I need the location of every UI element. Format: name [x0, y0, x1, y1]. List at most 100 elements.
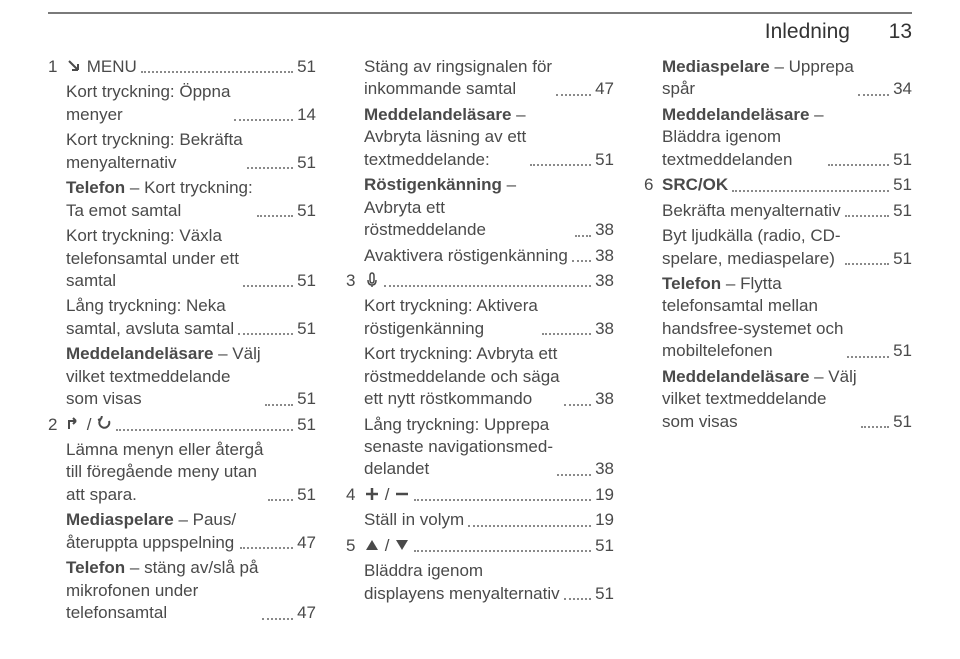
entry-bold-prefix: Meddelandeläsare	[662, 367, 809, 386]
toc-column: Mediaspelare – Upprepaspår 34 Meddelandelä…	[644, 56, 912, 643]
toc-entry: Kort tryckning: Bekräftamenyalternativ 51	[48, 129, 316, 174]
entry-page: 51	[595, 583, 614, 605]
undo-icon	[96, 415, 112, 434]
page-number: 13	[889, 20, 912, 44]
entry-text: Kort tryckning: Bekräftamenyalternativ	[66, 129, 243, 174]
entry-bold-prefix: Mediaspelare	[66, 510, 174, 529]
entry-number: 2	[48, 414, 66, 436]
toc-entry: Telefon – Kort tryckning:Ta emot samtal5…	[48, 177, 316, 222]
entry-page: 51	[893, 149, 912, 171]
entry-text: Mediaspelare – Paus/återuppta uppspelnin…	[66, 509, 236, 554]
entry-text: Meddelandeläsare –Avbryta läsning av ett…	[364, 104, 526, 171]
entry-page: 14	[297, 104, 316, 126]
toc-entry: Kort tryckning: Växlatelefonsamtal under…	[48, 225, 316, 292]
entry-number: 3	[346, 270, 364, 292]
entry-page: 51	[297, 388, 316, 410]
toc-column: Stäng av ringsignalen förinkommande samt…	[346, 56, 614, 643]
leader-dots	[247, 167, 293, 169]
entry-number: 5	[346, 535, 364, 557]
entry-bold-prefix: Mediaspelare	[662, 57, 770, 76]
leader-dots	[116, 429, 293, 431]
leader-dots	[238, 333, 293, 335]
entry-text: Telefon – stäng av/slå påmikrofonen unde…	[66, 557, 258, 624]
entry-page: 51	[893, 340, 912, 362]
entry-page: 51	[297, 270, 316, 292]
leader-dots	[564, 598, 591, 600]
entry-page: 51	[297, 200, 316, 222]
entry-text: Bläddra igenomdisplayens menyalternativ	[364, 560, 560, 605]
header-rule	[48, 12, 912, 14]
leader-dots	[847, 356, 889, 358]
entry-bold-prefix: Telefon	[66, 178, 125, 197]
toc-entry: Mediaspelare – Paus/återuppta uppspelnin…	[48, 509, 316, 554]
entry-bold-prefix: Meddelandeläsare	[66, 344, 213, 363]
toc-entry: Kort tryckning: Aktiveraröstigenkänning3…	[346, 295, 614, 340]
toc-entry: Bekräfta menyalternativ51	[644, 200, 912, 222]
leader-dots	[384, 285, 591, 287]
entry-bold-prefix: Meddelandeläsare	[662, 105, 809, 124]
manual-page: Inledning 13 1 MENU51Kort tryckning: Öpp…	[0, 0, 960, 659]
entry-text: Lämna menyn eller återgåtill föregående …	[66, 439, 264, 506]
entry-page: 47	[297, 602, 316, 624]
entry-page: 51	[297, 152, 316, 174]
entry-bold-prefix: Telefon	[66, 558, 125, 577]
entry-page: 38	[595, 388, 614, 410]
entry-bold-prefix: Telefon	[662, 274, 721, 293]
entry-page: 51	[595, 535, 614, 557]
entry-text: Meddelandeläsare – Väljvilket textmeddel…	[662, 366, 857, 433]
entry-text: Kort tryckning: Växlatelefonsamtal under…	[66, 225, 239, 292]
entry-page: 51	[893, 411, 912, 433]
entry-page: 38	[595, 245, 614, 267]
entry-number: 6	[644, 174, 662, 196]
leader-dots	[542, 333, 591, 335]
entry-page: 34	[893, 78, 912, 100]
toc-entry: 4 / 19	[346, 484, 614, 506]
entry-bold-prefix: Meddelandeläsare	[364, 105, 511, 124]
leader-dots	[861, 426, 889, 428]
toc-entry: Kort tryckning: Öppnamenyer 14	[48, 81, 316, 126]
entry-text: /	[66, 414, 112, 436]
toc-columns: 1 MENU51Kort tryckning: Öppnamenyer14Kor…	[48, 56, 912, 643]
leader-dots	[572, 260, 591, 262]
entry-text: Telefon – Flyttatelefonsamtal mellanhand…	[662, 273, 843, 363]
entry-text: Ställ in volym	[364, 509, 464, 531]
toc-entry: Röstigenkänning –Avbryta ett röstmeddela…	[346, 174, 614, 241]
entry-text: Kort tryckning: Avbryta ettröstmeddeland…	[364, 343, 560, 410]
toc-entry: 338	[346, 270, 614, 292]
toc-entry: Kort tryckning: Avbryta ettröstmeddeland…	[346, 343, 614, 410]
triangle-down-icon	[394, 536, 410, 555]
entry-page: 51	[297, 318, 316, 340]
entry-text: Byt ljudkälla (radio, CD-spelare, medias…	[662, 225, 841, 270]
entry-text	[364, 270, 380, 292]
leader-dots	[845, 215, 889, 217]
entry-number: 4	[346, 484, 364, 506]
leader-dots	[530, 164, 591, 166]
leader-dots	[141, 71, 293, 73]
escape-icon	[66, 415, 82, 434]
entry-text: Mediaspelare – Upprepaspår	[662, 56, 854, 101]
toc-entry: Telefon – stäng av/slå påmikrofonen unde…	[48, 557, 316, 624]
entry-page: 51	[893, 248, 912, 270]
leader-dots	[240, 547, 293, 549]
entry-text: Kort tryckning: Aktiveraröstigenkänning	[364, 295, 538, 340]
entry-text: Bekräfta menyalternativ	[662, 200, 841, 222]
leader-dots	[556, 94, 591, 96]
leader-dots	[257, 215, 293, 217]
entry-text: Avaktivera röstigenkänning	[364, 245, 568, 267]
entry-page: 47	[297, 532, 316, 554]
entry-text: Röstigenkänning –Avbryta ett röstmeddela…	[364, 174, 571, 241]
section-title: Inledning	[765, 20, 850, 44]
leader-dots	[575, 235, 591, 237]
entry-text: Kort tryckning: Öppnamenyer	[66, 81, 230, 126]
minus-icon	[394, 485, 410, 504]
leader-dots	[262, 618, 293, 620]
toc-entry: Mediaspelare – Upprepaspår 34	[644, 56, 912, 101]
entry-text: /	[364, 484, 410, 506]
toc-entry: Meddelandeläsare – Väljvilket textmeddel…	[48, 343, 316, 410]
arrow-back-icon	[66, 57, 82, 76]
toc-entry: Lång tryckning: Upprepasenaste navigatio…	[346, 414, 614, 481]
entry-text: Lång tryckning: Nekasamtal, avsluta samt…	[66, 295, 234, 340]
toc-entry: Ställ in volym19	[346, 509, 614, 531]
entry-number: 1	[48, 56, 66, 78]
leader-dots	[732, 190, 889, 192]
